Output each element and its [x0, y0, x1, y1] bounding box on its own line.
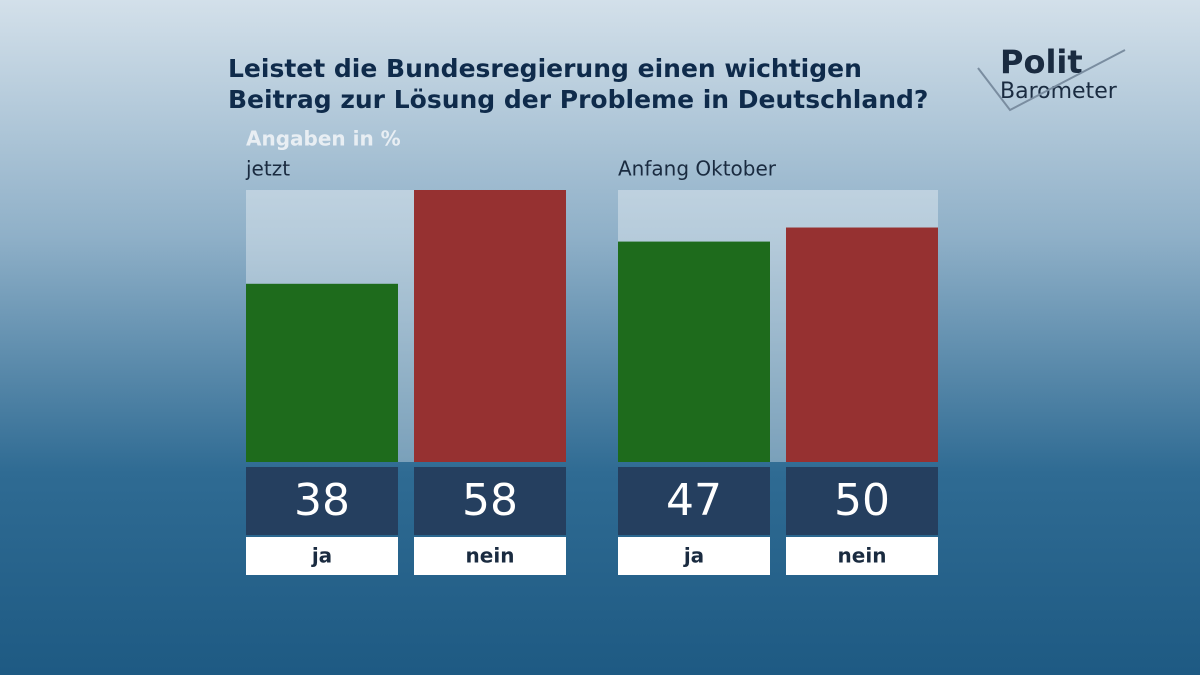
value-label: 38: [294, 475, 350, 526]
group-title: Anfang Oktober: [618, 157, 777, 181]
unit-note: Angaben in %: [246, 127, 401, 151]
bar: [246, 283, 398, 462]
value-label: 47: [666, 475, 722, 526]
category-label: ja: [683, 544, 704, 568]
value-box: [786, 467, 938, 535]
logo-text: Polit: [1000, 43, 1083, 81]
group-title: jetzt: [245, 157, 290, 181]
logo-text: Barometer: [1000, 79, 1118, 104]
value-box: [618, 467, 770, 535]
value-box: [246, 467, 398, 535]
bar: [786, 227, 938, 462]
category-box: [786, 537, 938, 575]
value-label: 50: [834, 475, 890, 526]
category-label: nein: [466, 544, 515, 568]
title-line: Leistet die Bundesregierung einen wichti…: [228, 54, 862, 83]
category-label: nein: [838, 544, 887, 568]
title-line: Beitrag zur Lösung der Probleme in Deuts…: [228, 85, 928, 114]
bar: [414, 190, 566, 462]
category-label: ja: [311, 544, 332, 568]
logo: Polit Barometer: [977, 43, 1126, 112]
logo-check: [977, 49, 1126, 112]
value-box: [414, 467, 566, 535]
category-box: [618, 537, 770, 575]
value-label: 58: [462, 475, 518, 526]
bar: [618, 241, 770, 462]
category-box: [246, 537, 398, 575]
category-box: [414, 537, 566, 575]
